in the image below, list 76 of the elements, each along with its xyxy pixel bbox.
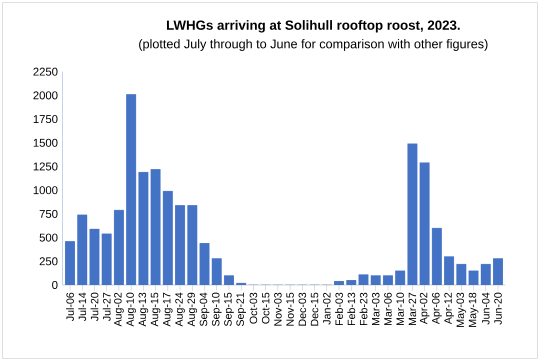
y-tick-label: 750 [40, 210, 58, 218]
bar [89, 228, 100, 285]
y-tick-label: 1000 [34, 186, 58, 194]
x-tick-label: Jul-14 [78, 292, 86, 322]
bar [480, 264, 491, 285]
x-tick-label: Aug-10 [126, 292, 136, 327]
x-tick-label: Feb-13 [347, 292, 356, 326]
x-tick-label: Sep-04 [200, 292, 210, 326]
bar [493, 258, 503, 285]
x-tick-label: May-18 [468, 292, 478, 327]
bar [126, 94, 136, 285]
x-tick-label: Aug-29 [187, 292, 198, 327]
y-tick-label: 2250 [33, 68, 58, 76]
x-tick-label: Nov-03 [274, 292, 282, 326]
x-tick-label: Apr-02 [420, 292, 430, 324]
x-tick-label: Aug-24 [175, 292, 185, 327]
x-tick-label: Apr-12 [444, 292, 454, 324]
bar [395, 270, 406, 285]
bar [65, 241, 75, 285]
bar [456, 264, 466, 285]
bar [358, 274, 368, 285]
x-tick-label: Feb-23 [360, 292, 368, 326]
bar [468, 270, 479, 285]
bar [432, 228, 442, 285]
x-tick-label: Nov-15 [286, 292, 294, 326]
bar [407, 144, 418, 285]
chart-subtitle: (plotted July through to June for comparison with other figures) [139, 39, 488, 51]
bar [102, 234, 112, 285]
bar [382, 275, 393, 285]
x-tick-label: Jun-20 [494, 292, 502, 325]
y-tick-label: 250 [40, 257, 58, 266]
x-tick-label: Oct-15 [262, 292, 270, 324]
x-tick-label: Jul-20 [90, 292, 98, 322]
bar [420, 162, 430, 285]
y-tick-label: 1250 [34, 162, 58, 170]
bar [175, 205, 186, 285]
bar [212, 258, 222, 285]
bar [224, 275, 234, 285]
x-tick-label: Dec-03 [298, 292, 306, 326]
bar [346, 280, 356, 285]
bar [114, 210, 124, 285]
bar [187, 205, 198, 285]
x-tick-label: Sep-21 [236, 292, 246, 326]
y-tick-label: 0 [52, 281, 58, 289]
x-tick-label: Aug-17 [163, 292, 173, 327]
x-tick-label: Jun-04 [482, 292, 490, 325]
bar [138, 172, 148, 285]
x-tick-label: Dec-15 [310, 292, 318, 326]
bar [77, 214, 88, 285]
x-tick-label: Jul-06 [66, 292, 74, 322]
bar [370, 275, 381, 285]
x-tick-label: Sep-15 [224, 292, 234, 326]
x-tick-label: May-03 [456, 292, 466, 327]
x-tick-label: Mar-03 [372, 292, 380, 326]
x-tick-label: Feb-03 [335, 292, 343, 326]
bar [444, 256, 454, 285]
x-tick-label: Oct-03 [250, 292, 258, 324]
chart-title: LWHGs arriving at Solihull rooftop roost, 2023. [166, 20, 460, 33]
y-tick-label: 500 [40, 234, 58, 242]
x-tick-label: Aug-15 [150, 292, 160, 327]
bar [162, 190, 173, 285]
x-tick-label: Apr-06 [432, 292, 442, 324]
x-tick-label: Aug-02 [114, 292, 124, 327]
x-tick-label: Aug-13 [138, 292, 148, 327]
bar [150, 169, 161, 285]
bar [200, 243, 210, 285]
x-tick-label: Sep-10 [212, 292, 222, 326]
y-tick-label: 1500 [34, 138, 58, 147]
y-tick-label: 2000 [33, 91, 58, 100]
x-tick-label: Mar-27 [408, 292, 416, 326]
x-tick-label: Mar-10 [396, 292, 404, 326]
bar [334, 281, 344, 285]
x-tick-label: Jul-27 [102, 292, 111, 322]
y-tick-label: 1750 [34, 115, 58, 124]
x-tick-label: Jan-02 [323, 292, 331, 325]
x-tick-label: Mar-06 [384, 292, 392, 326]
